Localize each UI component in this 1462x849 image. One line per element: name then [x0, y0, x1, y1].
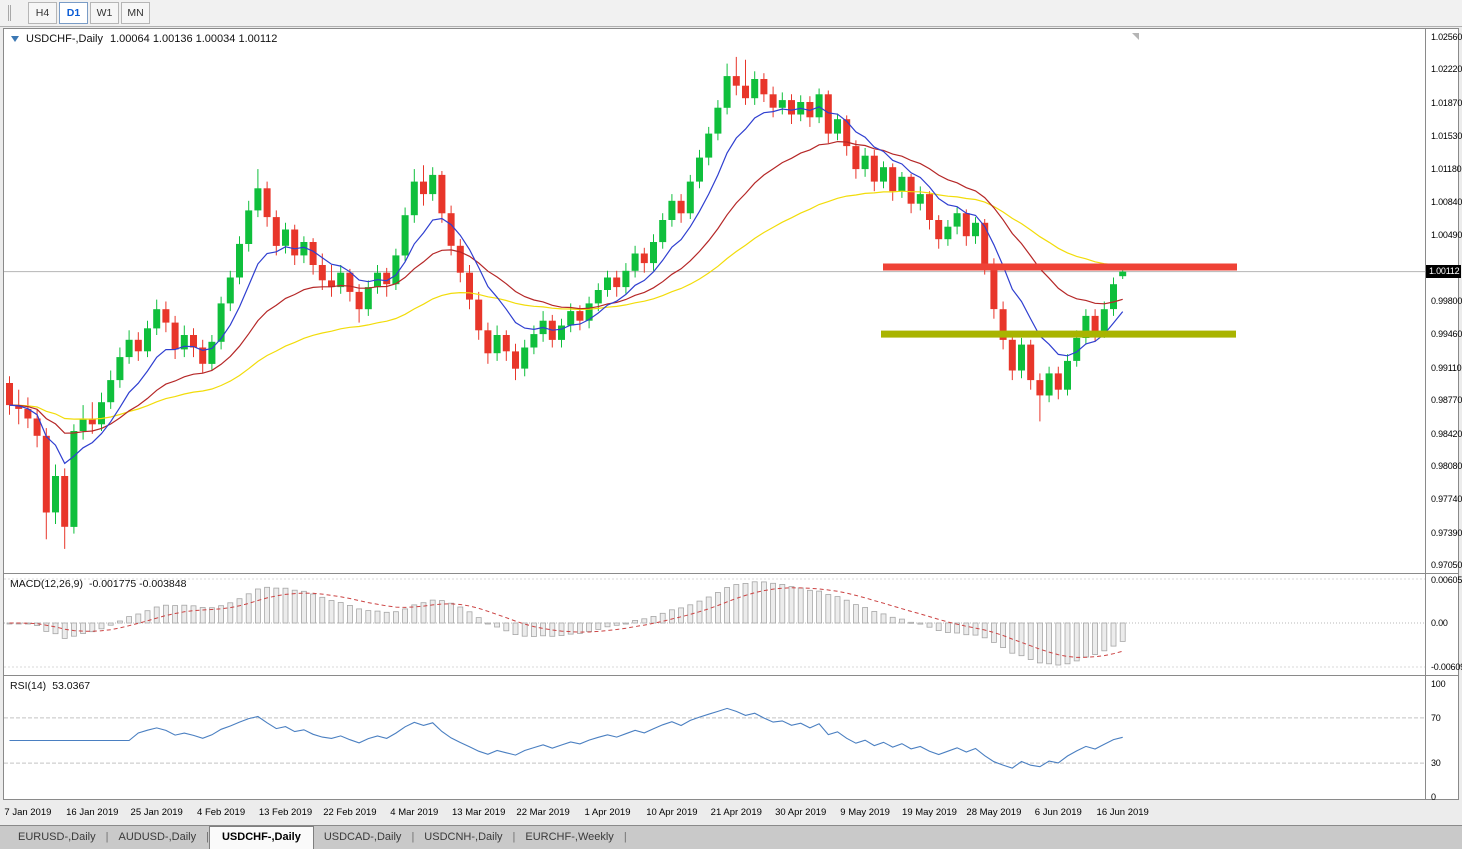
timeframe-button-w1[interactable]: W1: [90, 2, 119, 24]
timeframe-button-mn[interactable]: MN: [121, 2, 150, 24]
price-axis-label: 0.99800: [1431, 296, 1462, 307]
rsi-axis-label: 70: [1431, 712, 1441, 723]
tab-separator: |: [411, 831, 415, 843]
price-axis-label: 0.97050: [1431, 560, 1462, 571]
chart-window: USDCHF-,Daily 1.00064 1.00136 1.00034 1.…: [3, 28, 1462, 802]
macd-values: -0.001775 -0.003848: [88, 578, 187, 590]
date-axis-label: 21 Apr 2019: [710, 807, 762, 818]
chart-ohlc-values: 1.00064 1.00136 1.00034 1.00112: [110, 33, 278, 45]
date-axis-label: 16 Jan 2019: [66, 807, 119, 818]
price-axis-label: 1.00840: [1431, 196, 1462, 207]
date-axis-label: 10 Apr 2019: [646, 807, 698, 818]
rsi-axis-label: 30: [1431, 758, 1441, 769]
date-axis-label: 4 Feb 2019: [197, 807, 246, 818]
chart-symbol-title: USDCHF-,Daily: [26, 33, 103, 45]
date-axis-label: 13 Feb 2019: [258, 807, 313, 818]
timeframe-toolbar: H4 D1 W1 MN: [0, 0, 1462, 27]
date-axis-label: 22 Mar 2019: [516, 807, 570, 818]
price-axis-label: 0.98770: [1431, 395, 1462, 406]
tab-separator: |: [512, 831, 516, 843]
chart-tab-usdcnhdaily[interactable]: USDCNH-,Daily: [424, 831, 503, 843]
timeframe-button-d1[interactable]: D1: [59, 2, 88, 24]
rsi-value: 53.0367: [52, 680, 91, 692]
rsi-name: RSI(14): [10, 680, 47, 692]
macd-axis-label: 0.00: [1431, 618, 1448, 628]
date-axis-label: 22 Feb 2019: [323, 807, 377, 818]
chart-tab-usdchfdaily[interactable]: USDCHF-,Daily: [208, 826, 314, 849]
price-axis-label: 0.99460: [1431, 329, 1462, 340]
date-axis-label: 7 Jan 2019: [4, 807, 52, 818]
date-axis-label: 25 Jan 2019: [130, 807, 183, 818]
chart-tab-bar: EURUSD-,Daily | AUDUSD-,Daily | USDCHF-,Dail…: [0, 825, 1462, 849]
price-axis-label: 0.99110: [1431, 362, 1462, 373]
tab-separator: |: [623, 831, 627, 843]
date-axis-label: 1 Apr 2019: [584, 807, 631, 818]
main-chart-canvas[interactable]: [4, 29, 1425, 573]
date-axis-label: 28 May 2019: [966, 807, 1022, 818]
price-axis-label: 1.02560: [1431, 31, 1462, 42]
chart-tab-audusddaily[interactable]: AUDUSD-,Daily: [118, 831, 197, 843]
price-axis-label: 1.01180: [1431, 164, 1462, 175]
date-axis-label: 13 Mar 2019: [452, 807, 506, 818]
date-axis-label: 30 Apr 2019: [775, 807, 827, 818]
toolbar-grip[interactable]: [8, 5, 14, 21]
price-axis-label: 0.98080: [1431, 461, 1462, 472]
price-axis-label: 1.01530: [1431, 130, 1462, 141]
price-axis-label: 0.97390: [1431, 527, 1462, 538]
price-axis-label: 1.01870: [1431, 97, 1462, 108]
price-axis-label: 1.00490: [1431, 230, 1462, 241]
macd-axis-label: 0.006058: [1431, 575, 1462, 585]
macd-panel-label: MACD(12,26,9) -0.001775 -0.003848: [10, 578, 186, 590]
date-axis-label: 9 May 2019: [840, 807, 890, 818]
tab-separator: |: [105, 831, 109, 843]
rsi-axis-label: 100: [1431, 679, 1446, 689]
rsi-axis-label: 0: [1431, 792, 1436, 802]
date-axis-label: 6 Jun 2019: [1034, 807, 1082, 818]
timeframe-button-group: H4 D1 W1 MN: [28, 2, 152, 24]
chart-tab-eurchfweekly[interactable]: EURCHF-,Weekly: [525, 831, 614, 843]
timeframe-button-h4[interactable]: H4: [28, 2, 57, 24]
price-axis-label: 1.02220: [1431, 64, 1462, 75]
chart-tabs: EURUSD-,Daily | AUDUSD-,Daily | USDCHF-,Dail…: [8, 826, 627, 849]
macd-indicator-canvas[interactable]: [4, 574, 1425, 675]
price-axis-label: 0.97740: [1431, 494, 1462, 505]
tab-separator: |: [206, 831, 209, 843]
rsi-indicator-canvas[interactable]: [4, 676, 1425, 799]
chart-shift-marker-icon[interactable]: [1132, 33, 1139, 40]
date-axis-label: 19 May 2019: [902, 807, 957, 818]
panel-separator[interactable]: [4, 573, 1458, 574]
chart-dropdown-icon[interactable]: [11, 36, 19, 42]
time-axis[interactable]: 7 Jan 2019 16 Jan 2019 25 Jan 2019 4 Feb 20…: [0, 801, 1462, 823]
price-axis-label: 0.98420: [1431, 428, 1462, 439]
chart-header: USDCHF-,Daily 1.00064 1.00136 1.00034 1.…: [11, 33, 277, 45]
rsi-panel-label: RSI(14) 53.0367: [10, 680, 90, 692]
macd-axis-label: -0.006098: [1431, 662, 1462, 672]
current-price-tag: 1.00112: [1426, 264, 1461, 278]
price-axis-separator: [1425, 29, 1426, 799]
chart-tab-usdcaddaily[interactable]: USDCAD-,Daily: [323, 831, 402, 843]
chart-tab-eurusddaily[interactable]: EURUSD-,Daily: [18, 831, 96, 843]
panel-separator[interactable]: [4, 675, 1458, 676]
date-axis-label: 16 Jun 2019: [1096, 807, 1149, 818]
date-axis-label: 4 Mar 2019: [390, 807, 439, 818]
macd-name: MACD(12,26,9): [10, 578, 83, 590]
